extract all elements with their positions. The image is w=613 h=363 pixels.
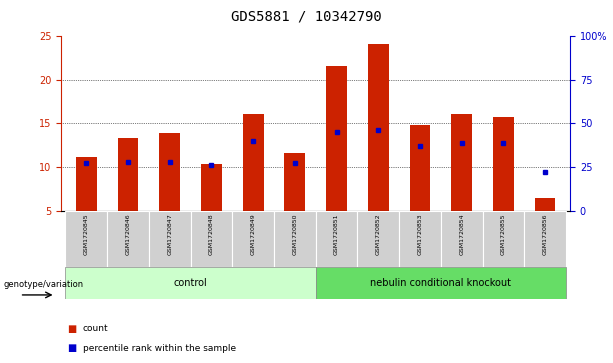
Text: GSM1720853: GSM1720853 [417, 213, 422, 255]
Bar [284, 153, 305, 211]
Bar [441, 211, 482, 267]
Bar [66, 211, 107, 267]
Bar [149, 211, 191, 267]
Bar [107, 211, 149, 267]
Bar [535, 198, 555, 211]
Bar [482, 211, 524, 267]
Text: GSM1720855: GSM1720855 [501, 213, 506, 255]
Bar [118, 138, 139, 211]
Text: nebulin conditional knockout: nebulin conditional knockout [370, 278, 511, 288]
Text: percentile rank within the sample: percentile rank within the sample [83, 344, 236, 353]
Bar [274, 211, 316, 267]
Bar [201, 164, 222, 211]
Bar [524, 211, 566, 267]
Text: GSM1720845: GSM1720845 [84, 213, 89, 255]
Bar [159, 133, 180, 211]
Text: control: control [173, 278, 207, 288]
Text: GSM1720851: GSM1720851 [334, 213, 339, 255]
Bar [368, 44, 389, 211]
Text: GSM1720846: GSM1720846 [126, 213, 131, 255]
Bar [399, 211, 441, 267]
Text: GSM1720848: GSM1720848 [209, 213, 214, 255]
Bar [76, 158, 97, 211]
Text: ■: ■ [67, 343, 77, 354]
Bar [357, 211, 399, 267]
Text: GDS5881 / 10342790: GDS5881 / 10342790 [231, 9, 382, 23]
Text: GSM1720850: GSM1720850 [292, 213, 297, 255]
Bar [493, 117, 514, 211]
Bar [409, 125, 430, 211]
Bar [451, 114, 472, 211]
Bar [191, 211, 232, 267]
Text: genotype/variation: genotype/variation [3, 281, 83, 289]
Bar [316, 211, 357, 267]
Text: GSM1720849: GSM1720849 [251, 213, 256, 255]
Text: GSM1720854: GSM1720854 [459, 213, 464, 255]
Text: count: count [83, 324, 109, 333]
Bar [232, 211, 274, 267]
Bar [243, 114, 264, 211]
Text: ■: ■ [67, 323, 77, 334]
Text: GSM1720852: GSM1720852 [376, 213, 381, 255]
Text: GSM1720856: GSM1720856 [543, 213, 547, 255]
Bar [66, 267, 316, 299]
Bar [326, 66, 347, 211]
Bar [316, 267, 566, 299]
Text: GSM1720847: GSM1720847 [167, 213, 172, 255]
